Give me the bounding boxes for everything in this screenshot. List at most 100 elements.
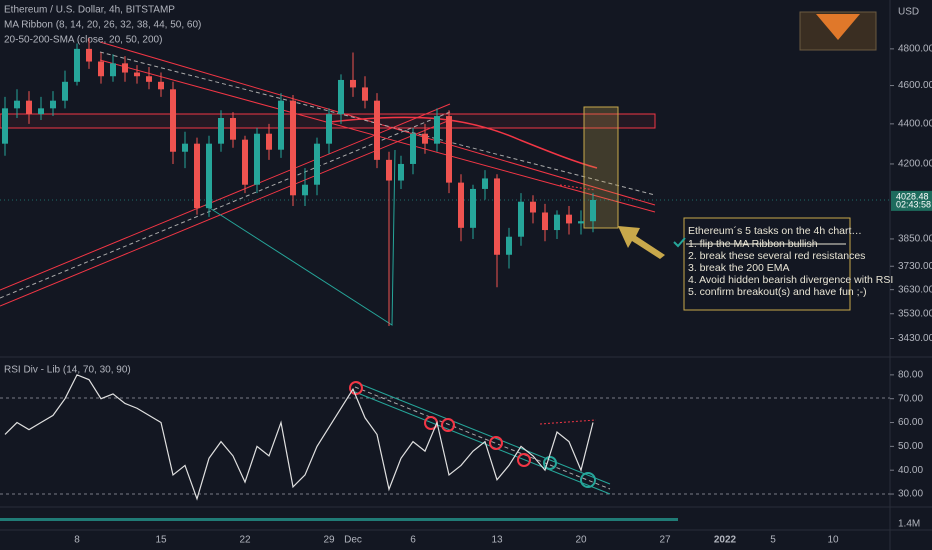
candle-body [554, 214, 560, 231]
indicator-label: 20-50-200-SMA (close, 20, 50, 200) [4, 35, 162, 46]
annotation-item: 2. break these several red resistances [688, 250, 865, 262]
x-tick-label: Dec [344, 535, 362, 546]
candle-body [482, 178, 488, 189]
annotation-box [683, 217, 851, 311]
candle-body [290, 100, 296, 196]
candle-body [398, 163, 404, 181]
candle-body [410, 133, 416, 164]
trend-line [0, 111, 451, 299]
y-tick-label: 60.00 [898, 417, 923, 428]
rsi-label: RSI Div - Lib (14, 70, 30, 90) [4, 365, 131, 376]
candle-body [326, 114, 332, 144]
candle-body [170, 89, 176, 152]
drawings [0, 41, 656, 326]
candle-body [530, 201, 536, 213]
marker [580, 472, 596, 488]
marker [441, 418, 455, 432]
marker [489, 436, 503, 450]
candle-body [266, 133, 272, 150]
candle-body [38, 108, 44, 115]
y-tick-label: 3850.00 [898, 234, 932, 245]
candle-body [230, 118, 236, 140]
trend-line [99, 51, 656, 196]
x-tick-label: 6 [410, 535, 416, 546]
annotation: Ethereum´s 5 tasks on the 4h chart… 1. f… [673, 217, 893, 311]
candle-body [470, 188, 476, 228]
marker [349, 381, 363, 395]
last-price: 4028.48 [896, 191, 929, 201]
logo-mark [816, 14, 860, 40]
candle-body [302, 184, 308, 196]
y-tick-label: 80.00 [898, 370, 923, 381]
candle-body [242, 139, 248, 185]
candle-body [146, 76, 152, 82]
trend-line [0, 103, 451, 291]
candle-body [458, 182, 464, 228]
candle-body [566, 214, 572, 224]
y-tick-label: 4400.00 [898, 119, 932, 130]
candle-body [218, 118, 224, 144]
checkmark [673, 237, 686, 248]
y-tick-label: 3630.00 [898, 284, 932, 295]
candle-body [542, 212, 548, 231]
x-tick-label: 29 [323, 535, 335, 546]
candle-body [590, 199, 596, 222]
candle-body [350, 79, 356, 88]
countdown: 02:43:58 [896, 199, 931, 209]
candle-body [194, 143, 200, 209]
marker [517, 453, 531, 467]
candle-body [122, 63, 128, 73]
y-tick-label: 70.00 [898, 393, 923, 404]
candle-body [578, 221, 584, 224]
candle-body [158, 81, 164, 90]
x-tick-label: 2022 [714, 535, 737, 546]
trend-line [204, 149, 396, 326]
volume-bar [0, 518, 678, 521]
candle-body [26, 100, 32, 115]
annotation-item: 4. Avoid hidden bearish divergence with … [688, 274, 893, 286]
x-tick-label: 5 [770, 535, 776, 546]
marker [543, 456, 557, 470]
y-tick-label: 3730.00 [898, 261, 932, 272]
x-tick-label: 13 [491, 535, 503, 546]
candle-body [494, 178, 500, 255]
candle-body [518, 201, 524, 237]
indicator-label: MA Ribbon (8, 14, 20, 26, 32, 38, 44, 50… [4, 20, 201, 31]
arrow [618, 226, 665, 259]
x-tick-label: 10 [827, 535, 839, 546]
annotation-title: Ethereum´s 5 tasks on the 4h chart… [688, 225, 862, 237]
y-tick-label: 4600.00 [898, 80, 932, 91]
y-tick-label: 4800.00 [898, 44, 932, 55]
y-tick-label: 4200.00 [898, 159, 932, 170]
candle-body [446, 116, 452, 183]
annotation-item: 3. break the 200 EMA [688, 262, 790, 274]
y-tick-label: 3530.00 [898, 308, 932, 319]
candle-body [254, 133, 260, 185]
candle-body [338, 79, 344, 115]
volume-axis-label: 1.4M [898, 519, 920, 530]
currency: USD [898, 7, 919, 18]
x-tick-label: 22 [239, 535, 251, 546]
y-tick-label: 30.00 [898, 489, 923, 500]
candle-body [506, 236, 512, 255]
candle-body [14, 100, 20, 109]
candle-body [278, 100, 284, 150]
rsi-trend [354, 381, 611, 485]
candle-body [62, 81, 68, 101]
candle-body [434, 116, 440, 144]
x-tick-label: 15 [155, 535, 167, 546]
x-tick-label: 27 [659, 535, 671, 546]
last-price-box [891, 190, 932, 211]
x-tick-label: 8 [74, 535, 80, 546]
y-tick-label: 50.00 [898, 441, 923, 452]
candle-body [98, 61, 104, 77]
divergence-line [539, 419, 597, 425]
sma-200 [329, 116, 598, 169]
candle-body [110, 63, 116, 77]
rsi-line [4, 374, 594, 501]
candle-body [422, 133, 428, 144]
annotation-item: 5. confirm breakout(s) and have fun ;-) [688, 286, 867, 298]
symbol-title: Ethereum / U.S. Dollar, 4h, BITSTAMP [4, 5, 175, 16]
candle-body [86, 48, 92, 62]
target-box [583, 106, 619, 229]
